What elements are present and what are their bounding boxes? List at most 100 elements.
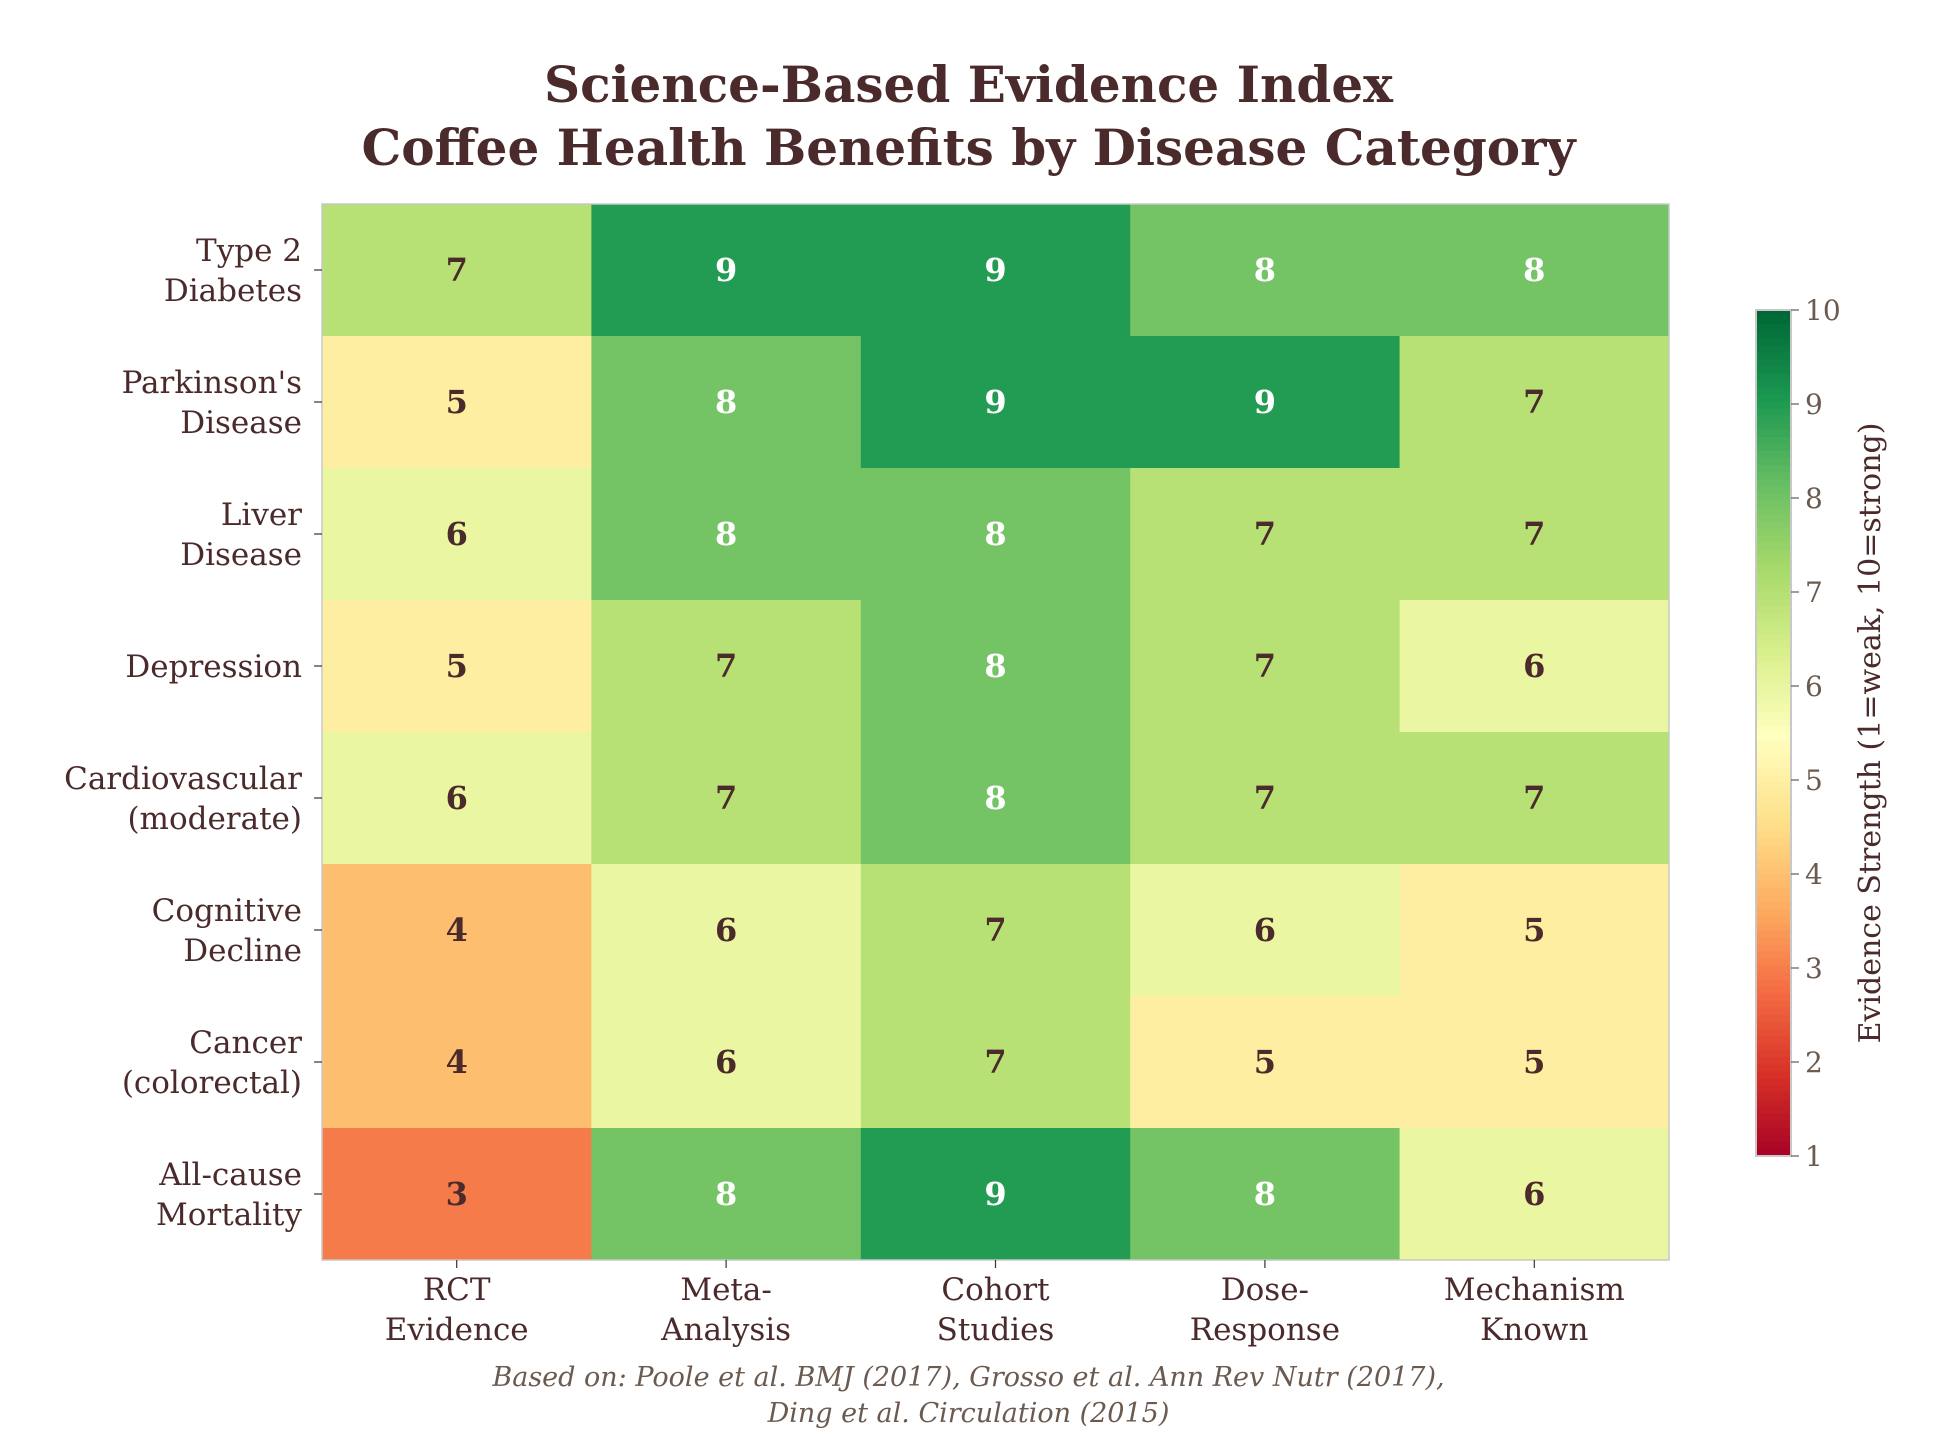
colorbar-segment xyxy=(1756,1141,1791,1150)
colorbar-segment xyxy=(1756,577,1791,586)
heatmap-cell xyxy=(860,204,1131,337)
colorbar-segment xyxy=(1756,888,1791,897)
footnote-line-2: Ding et al. Circulation (2015) xyxy=(767,1398,1170,1429)
colorbar-segment xyxy=(1756,443,1791,452)
colorbar-segment xyxy=(1756,458,1791,467)
cell-value-label: 7 xyxy=(446,251,468,289)
colorbar-segment xyxy=(1756,1148,1791,1157)
colorbar-segment xyxy=(1756,1078,1791,1087)
colorbar-segment xyxy=(1756,324,1791,333)
colorbar-segment xyxy=(1756,775,1791,784)
colorbar-segment xyxy=(1756,1085,1791,1094)
colorbar-segment xyxy=(1756,528,1791,537)
heatmap-cell xyxy=(860,732,1131,865)
colorbar-segment xyxy=(1756,415,1791,424)
colorbar-segment xyxy=(1756,620,1791,629)
colorbar-segment xyxy=(1756,634,1791,643)
cell-value-label: 3 xyxy=(446,1175,468,1213)
cell-value-label: 7 xyxy=(1523,383,1545,421)
colorbar-segment xyxy=(1756,993,1791,1002)
cell-value-label: 4 xyxy=(446,911,468,949)
colorbar-segment xyxy=(1756,479,1791,488)
colorbar-segment xyxy=(1756,401,1791,410)
colorbar-segment xyxy=(1756,676,1791,685)
colorbar-segment xyxy=(1756,352,1791,361)
colorbar-segment xyxy=(1756,493,1791,502)
colorbar-segment xyxy=(1756,789,1791,798)
heatmap-cell xyxy=(860,468,1131,601)
colorbar-segment xyxy=(1756,1127,1791,1136)
colorbar-segment xyxy=(1756,1036,1791,1045)
heatmap-cell xyxy=(1130,600,1401,733)
cell-value-label: 8 xyxy=(715,383,737,421)
colorbar-segment xyxy=(1756,979,1791,988)
cell-value-label: 5 xyxy=(446,383,468,421)
cell-value-label: 5 xyxy=(1523,1043,1545,1081)
heatmap-cell xyxy=(1399,204,1670,337)
colorbar-segment xyxy=(1756,486,1791,495)
heatmap-cell xyxy=(860,1128,1131,1261)
heatmap-cell xyxy=(322,600,592,733)
heatmap-cell xyxy=(591,1128,862,1261)
colorbar-segment xyxy=(1756,895,1791,904)
colorbar-segment xyxy=(1756,824,1791,833)
heatmap-cell xyxy=(322,996,592,1129)
cell-value-label: 8 xyxy=(1523,251,1545,289)
colorbar-segment xyxy=(1756,796,1791,805)
x-tick-label: RCT Evidence xyxy=(385,1272,529,1348)
colorbar-segment xyxy=(1756,317,1791,326)
colorbar-segment xyxy=(1756,436,1791,445)
heatmap-cell xyxy=(1130,468,1401,601)
cell-value-label: 6 xyxy=(446,779,468,817)
cell-value-label: 7 xyxy=(1254,779,1276,817)
colorbar-segment xyxy=(1756,669,1791,678)
colorbar-segment xyxy=(1756,1092,1791,1101)
colorbar-segment xyxy=(1756,782,1791,791)
heatmap-cell xyxy=(591,732,862,865)
colorbar-segment xyxy=(1756,1050,1791,1059)
colorbar-segment xyxy=(1756,1043,1791,1052)
colorbar-segment xyxy=(1756,704,1791,713)
colorbar-segment xyxy=(1756,373,1791,382)
colorbar-segment xyxy=(1756,345,1791,354)
colorbar-tick-label: 10 xyxy=(1805,294,1841,327)
cell-value-label: 7 xyxy=(1523,779,1545,817)
cell-value-label: 7 xyxy=(984,911,1006,949)
footnote-line-1: Based on: Poole et al. BMJ (2017), Gross… xyxy=(492,1362,1445,1393)
chart-subtitle: Coffee Health Benefits by Disease Catego… xyxy=(361,118,1576,177)
heatmap-cell xyxy=(322,468,592,601)
heatmap-cell xyxy=(322,204,592,337)
heatmap-cell xyxy=(591,468,862,601)
colorbar-segment xyxy=(1756,845,1791,854)
cell-value-label: 9 xyxy=(984,251,1006,289)
colorbar-segment xyxy=(1756,514,1791,523)
colorbar-segment xyxy=(1756,521,1791,530)
colorbar-segment xyxy=(1756,972,1791,981)
cell-value-label: 9 xyxy=(1254,383,1276,421)
colorbar-segment xyxy=(1756,697,1791,706)
y-tick-label: All-cause Mortality xyxy=(156,1157,302,1233)
colorbar-segment xyxy=(1756,627,1791,636)
cell-value-label: 5 xyxy=(446,647,468,685)
colorbar-segment xyxy=(1756,366,1791,375)
colorbar-segment xyxy=(1756,387,1791,396)
colorbar-segment xyxy=(1756,359,1791,368)
y-tick-label: Cancer (colorectal) xyxy=(122,1025,302,1101)
colorbar-segment xyxy=(1756,810,1791,819)
x-tick-label: Dose-Response xyxy=(1190,1272,1340,1348)
heatmap-cell xyxy=(322,732,592,865)
colorbar-segment xyxy=(1756,1113,1791,1122)
y-tick-label: Liver Disease xyxy=(180,497,302,573)
colorbar-segment xyxy=(1756,733,1791,742)
colorbar-frame xyxy=(1755,309,1792,1157)
colorbar-segment xyxy=(1756,923,1791,932)
colorbar-segment xyxy=(1756,1057,1791,1066)
heatmap-cell xyxy=(591,204,862,337)
colorbar-segment xyxy=(1756,909,1791,918)
colorbar-tick-label: 8 xyxy=(1805,482,1823,515)
cell-value-label: 9 xyxy=(984,383,1006,421)
cell-value-label: 9 xyxy=(715,251,737,289)
heatmap-cell xyxy=(591,864,862,997)
heatmap-cell xyxy=(1130,864,1401,997)
colorbar-segment xyxy=(1756,507,1791,516)
